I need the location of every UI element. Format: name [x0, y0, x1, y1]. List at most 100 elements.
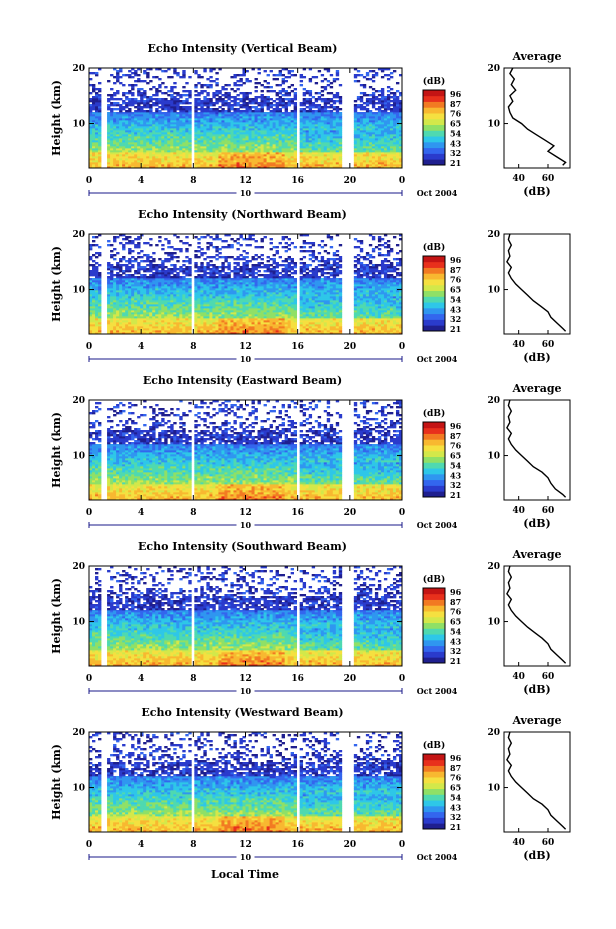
- heatmap-cell: [242, 102, 245, 104]
- heatmap-cell: [300, 126, 303, 128]
- heatmap-cell: [188, 124, 191, 126]
- heatmap-cell: [188, 126, 191, 128]
- heatmap-cell: [122, 144, 125, 146]
- heatmap-cell: [309, 164, 312, 166]
- heatmap-cell: [98, 96, 101, 98]
- heatmap-cell: [279, 160, 282, 162]
- heatmap-cell: [134, 110, 137, 112]
- heatmap-cell: [390, 140, 393, 142]
- heatmap-cell: [230, 164, 233, 166]
- heatmap-cell: [390, 132, 393, 134]
- heatmap-cell: [242, 136, 245, 138]
- heatmap-cell: [252, 110, 255, 112]
- heatmap-cell: [209, 120, 212, 122]
- heatmap-cell: [221, 114, 224, 116]
- heatmap-cell: [140, 142, 143, 144]
- heatmap-cell: [369, 102, 372, 104]
- heatmap-cell: [282, 118, 285, 120]
- heatmap-cell: [167, 154, 170, 156]
- heatmap-cell: [276, 136, 279, 138]
- heatmap-cell: [95, 128, 98, 130]
- heatmap-cell: [146, 150, 149, 152]
- heatmap-cell: [363, 144, 366, 146]
- heatmap-cell: [113, 142, 116, 144]
- heatmap-cell: [369, 124, 372, 126]
- heatmap-cell: [242, 106, 245, 108]
- heatmap-cell: [333, 96, 336, 98]
- heatmap-cell: [276, 146, 279, 148]
- heatmap-cell: [128, 142, 131, 144]
- heatmap-cell: [282, 142, 285, 144]
- heatmap-cell: [357, 112, 360, 114]
- heatmap-cell: [288, 122, 291, 124]
- heatmap-cell: [330, 154, 333, 156]
- heatmap-cell: [176, 156, 179, 158]
- heatmap-cell: [107, 134, 110, 136]
- heatmap-cell: [176, 124, 179, 126]
- heatmap-cell: [312, 152, 315, 154]
- heatmap-cell: [98, 160, 101, 162]
- heatmap-cell: [173, 104, 176, 106]
- heatmap-cell: [176, 122, 179, 124]
- heatmap-cell: [146, 138, 149, 140]
- heatmap-cell: [218, 116, 221, 118]
- heatmap-cell: [339, 160, 342, 162]
- heatmap-cell: [224, 104, 227, 106]
- heatmap-cell: [98, 150, 101, 152]
- heatmap-cell: [267, 136, 270, 138]
- heatmap-cell: [152, 150, 155, 152]
- heatmap-cell: [143, 128, 146, 130]
- heatmap-cell: [221, 144, 224, 146]
- heatmap-cell: [206, 152, 209, 154]
- heatmap-cell: [252, 106, 255, 108]
- heatmap-cell: [239, 128, 242, 130]
- heatmap-cell: [236, 142, 239, 144]
- heatmap-cell: [182, 138, 185, 140]
- heatmap-cell: [339, 128, 342, 130]
- heatmap-cell: [203, 152, 206, 154]
- heatmap-cell: [396, 114, 399, 116]
- heatmap-cell: [396, 134, 399, 136]
- heatmap-cell: [336, 130, 339, 132]
- heatmap-cell: [279, 152, 282, 154]
- heatmap-cell: [179, 120, 182, 122]
- heatmap-cell: [321, 158, 324, 160]
- heatmap-cell: [209, 162, 212, 164]
- heatmap-cell: [384, 160, 387, 162]
- heatmap-cell: [291, 158, 294, 160]
- heatmap-cell: [185, 158, 188, 160]
- heatmap-cell: [312, 124, 315, 126]
- heatmap-cell: [107, 144, 110, 146]
- heatmap-cell: [206, 120, 209, 122]
- heatmap-cell: [384, 128, 387, 130]
- heatmap-cell: [369, 118, 372, 120]
- heatmap-cell: [149, 152, 152, 154]
- heatmap-cell: [294, 98, 297, 100]
- heatmap-cell: [258, 160, 261, 162]
- heatmap-cell: [273, 138, 276, 140]
- heatmap-cell: [140, 96, 143, 98]
- heatmap-cell: [179, 122, 182, 124]
- heatmap-cell: [209, 130, 212, 132]
- heatmap-cell: [276, 98, 279, 100]
- heatmap-cell: [393, 144, 396, 146]
- heatmap-cell: [107, 138, 110, 140]
- heatmap-cell: [119, 156, 122, 158]
- heatmap-cell: [327, 142, 330, 144]
- heatmap-cell: [366, 130, 369, 132]
- heatmap-cell: [360, 128, 363, 130]
- heatmap-cell: [167, 112, 170, 114]
- heatmap-cell: [221, 110, 224, 112]
- heatmap-cell: [170, 100, 173, 102]
- heatmap-cell: [113, 118, 116, 120]
- heatmap-cell: [375, 144, 378, 146]
- heatmap-cell: [167, 164, 170, 166]
- heatmap-cell: [306, 130, 309, 132]
- heatmap-cell: [224, 138, 227, 140]
- heatmap-cell: [137, 102, 140, 104]
- heatmap-cell: [267, 160, 270, 162]
- heatmap-cell: [203, 122, 206, 124]
- heatmap-cell: [258, 148, 261, 150]
- heatmap-cell: [212, 126, 215, 128]
- heatmap-cell: [384, 110, 387, 112]
